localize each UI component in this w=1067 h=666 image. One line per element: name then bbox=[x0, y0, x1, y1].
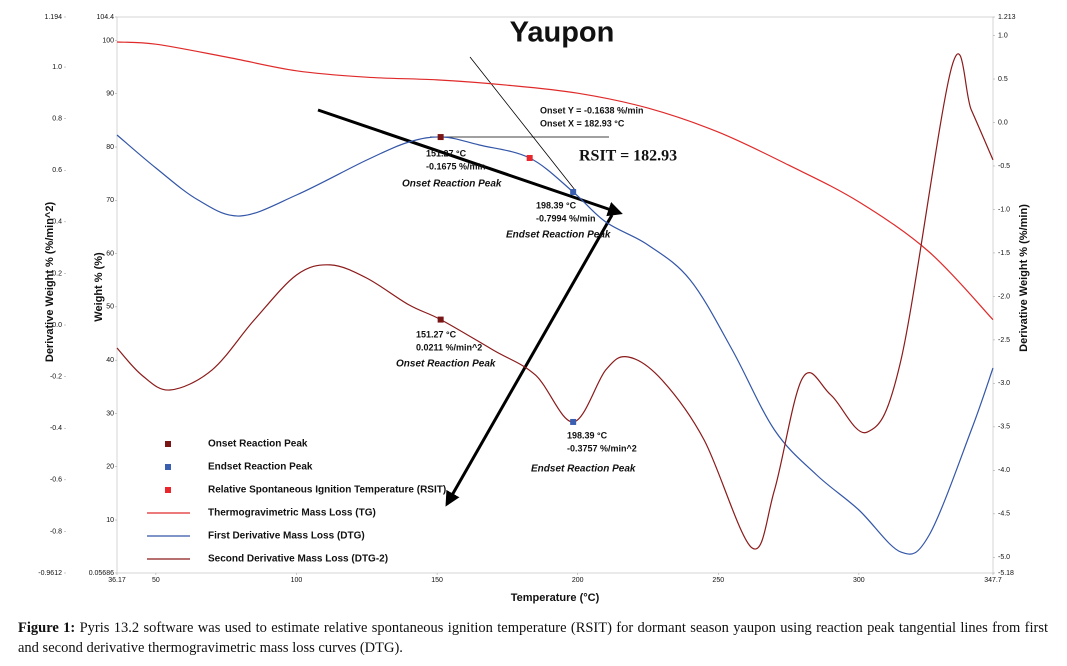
annotation: 151.27 °C bbox=[416, 329, 457, 339]
legend-label: Second Derivative Mass Loss (DTG-2) bbox=[208, 554, 388, 565]
y-tick-label: -5.0 bbox=[998, 554, 1010, 561]
annotation: 198.39 °C bbox=[567, 430, 608, 440]
x-tick-label: 36.17 bbox=[108, 577, 126, 584]
legend-label: Onset Reaction Peak bbox=[208, 439, 308, 450]
y-tick-label: 1.0 bbox=[52, 64, 62, 71]
y-tick-label: 20 bbox=[106, 464, 114, 471]
chart: Yaupon Temperature (°C) Weight % (%) Der… bbox=[38, 14, 1030, 604]
annotation: Endset Reaction Peak bbox=[531, 464, 636, 475]
y-tick-label: 0.4 bbox=[52, 219, 62, 226]
annotation: Onset Reaction Peak bbox=[396, 359, 496, 370]
series-line bbox=[116, 134, 994, 555]
annotation: 0.0211 %/min^2 bbox=[416, 342, 482, 352]
series-line bbox=[116, 53, 994, 550]
y-tick-label: -3.5 bbox=[998, 424, 1010, 431]
x-tick-label: 200 bbox=[572, 577, 584, 584]
y-tick-label: -0.4 bbox=[50, 425, 62, 432]
peak-marker bbox=[437, 134, 444, 141]
y-tick-label: 0.2 bbox=[52, 270, 62, 277]
y-tick-label: -1.0 bbox=[998, 206, 1010, 213]
y-tick-label: 90 bbox=[106, 91, 114, 98]
annotation: 198.39 °C bbox=[536, 200, 577, 210]
y-tick-label: 100 bbox=[102, 37, 114, 44]
y-tick-label: 1.194 bbox=[44, 14, 62, 21]
y-tick-label: -0.8 bbox=[50, 528, 62, 535]
annotation: RSIT = 182.93 bbox=[579, 148, 677, 165]
y-tick-label: -2.5 bbox=[998, 337, 1010, 344]
legend-marker bbox=[165, 441, 171, 447]
y-tick-label: 104.4 bbox=[96, 14, 114, 21]
y2-axis-label: Derivative Weight % (%/min) bbox=[1018, 204, 1030, 352]
x-tick-label: 150 bbox=[431, 577, 443, 584]
arrow bbox=[445, 214, 614, 507]
annotation: -0.1675 %/min bbox=[426, 161, 486, 171]
legend-label: First Derivative Mass Loss (DTG) bbox=[208, 531, 365, 542]
x-tick-label: 250 bbox=[712, 577, 724, 584]
peak-marker bbox=[526, 154, 533, 161]
x-tick-label: 50 bbox=[152, 577, 160, 584]
annotation: 151.27 °C bbox=[426, 148, 467, 158]
annotation: Onset X = 182.93 °C bbox=[540, 118, 625, 128]
y-tick-label: -0.5 bbox=[998, 163, 1010, 170]
y-tick-label: -0.9612 bbox=[38, 570, 62, 577]
annotation: -0.3757 %/min^2 bbox=[567, 443, 637, 453]
annotation: Onset Y = -0.1638 %/min bbox=[540, 105, 643, 115]
y-tick-label: 30 bbox=[106, 410, 114, 417]
chart-title: Yaupon bbox=[510, 17, 615, 49]
legend-label: Endset Reaction Peak bbox=[208, 462, 313, 473]
y-tick-label: 10 bbox=[106, 517, 114, 524]
legend-label: Relative Spontaneous Ignition Temperatur… bbox=[208, 485, 446, 496]
y-tick-label: -4.5 bbox=[998, 511, 1010, 518]
x-tick-label: 100 bbox=[291, 577, 303, 584]
y-tick-label: 0.5 bbox=[998, 76, 1008, 83]
y3-axis-label: Derivative Weight % (%/min^2) bbox=[44, 202, 56, 363]
y-tick-label: -3.0 bbox=[998, 380, 1010, 387]
legend-marker bbox=[165, 464, 171, 470]
y-tick-label: 1.213 bbox=[998, 14, 1016, 21]
x-axis-label: Temperature (°C) bbox=[511, 592, 600, 604]
x-tick-label: 347.7 bbox=[984, 577, 1002, 584]
y-tick-label: -2.0 bbox=[998, 293, 1010, 300]
y-tick-label: 60 bbox=[106, 250, 114, 257]
y-tick-label: 0.05686 bbox=[89, 570, 114, 577]
y-tick-label: 40 bbox=[106, 357, 114, 364]
y-tick-label: -1.5 bbox=[998, 250, 1010, 257]
y-tick-label: 0.0 bbox=[52, 322, 62, 329]
y-axis-label: Weight % (%) bbox=[93, 252, 105, 322]
y-tick-label: 1.0 bbox=[998, 32, 1008, 39]
y-tick-label: 50 bbox=[106, 304, 114, 311]
y-tick-label: -0.2 bbox=[50, 373, 62, 380]
peak-marker bbox=[437, 316, 444, 323]
y-tick-label: -0.6 bbox=[50, 477, 62, 484]
x-tick-label: 300 bbox=[853, 577, 865, 584]
y-tick-label: 0.8 bbox=[52, 115, 62, 122]
peak-marker bbox=[570, 189, 577, 196]
y-tick-label: -4.0 bbox=[998, 467, 1010, 474]
y-tick-label: 0.6 bbox=[52, 167, 62, 174]
plot-frame bbox=[116, 16, 994, 574]
legend-marker bbox=[165, 487, 171, 493]
y-tick-label: 80 bbox=[106, 144, 114, 151]
y-tick-label: 70 bbox=[106, 197, 114, 204]
annotation: -0.7994 %/min bbox=[536, 213, 596, 223]
legend-label: Thermogravimetric Mass Loss (TG) bbox=[208, 508, 376, 519]
annotation: Endset Reaction Peak bbox=[506, 230, 611, 241]
arrow bbox=[317, 108, 623, 217]
caption-label: Figure 1: bbox=[18, 620, 76, 636]
y-tick-label: 0.0 bbox=[998, 119, 1008, 126]
caption-text: Pyris 13.2 software was used to estimate… bbox=[18, 620, 1049, 656]
annotation: Onset Reaction Peak bbox=[402, 179, 502, 190]
series-line bbox=[116, 41, 994, 321]
y-tick-label: -5.18 bbox=[998, 570, 1014, 577]
peak-marker bbox=[570, 418, 577, 425]
caption: Figure 1: Pyris 13.2 software was used t… bbox=[18, 618, 1048, 658]
tangent-line bbox=[469, 56, 576, 191]
